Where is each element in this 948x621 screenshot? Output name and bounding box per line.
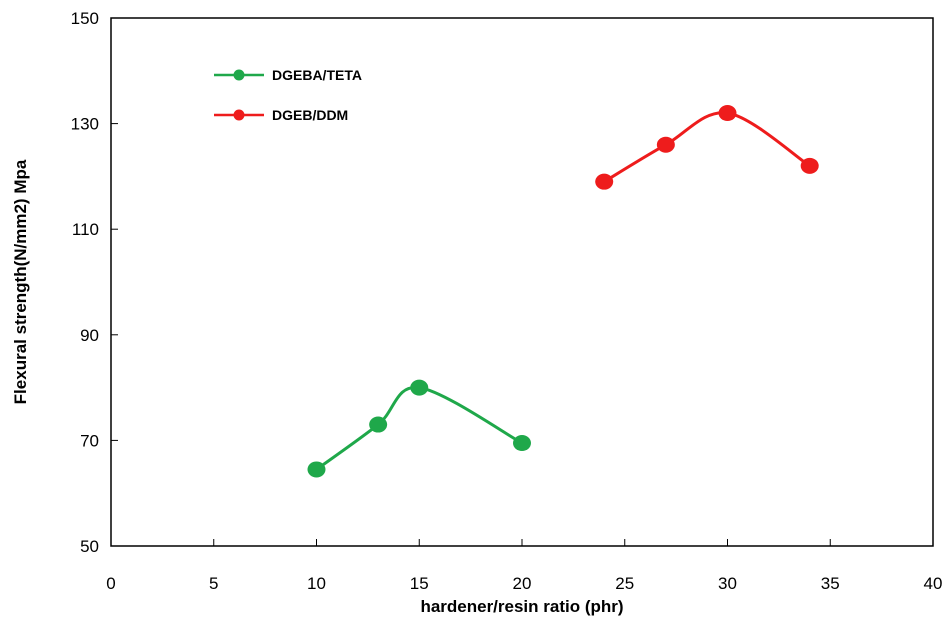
legend-label-0: DGEBA/TETA: [272, 67, 362, 83]
legend-label-1: DGEB/DDM: [272, 107, 348, 123]
x-tick-label: 15: [410, 574, 429, 593]
data-point-series-0-3: [513, 435, 531, 452]
y-tick-label: 130: [71, 115, 99, 134]
y-tick-label: 70: [80, 431, 99, 450]
x-tick-label: 25: [615, 574, 634, 593]
x-tick-label: 10: [307, 574, 326, 593]
data-point-series-0-2: [410, 379, 429, 396]
legend: DGEBA/TETA DGEB/DDM: [214, 67, 362, 123]
y-axis: 50 70 90 110 130 150: [71, 9, 118, 556]
y-tick-label: 110: [72, 220, 99, 239]
data-point-series-1-3: [800, 157, 819, 174]
legend-marker-0: [233, 69, 245, 81]
y-tick-label: 150: [71, 9, 99, 28]
x-tick-label: 40: [924, 574, 943, 593]
x-tick-label: 0: [106, 574, 115, 593]
series-layer: [307, 105, 819, 478]
data-point-series-1-2: [718, 105, 737, 122]
series-line-0: [315, 386, 523, 471]
x-tick-label: 5: [209, 574, 218, 593]
data-point-series-0-0: [307, 461, 326, 478]
x-axis: 0 5 10 15 20 25 30 35 40: [106, 539, 942, 593]
data-point-series-0-1: [369, 416, 388, 433]
y-tick-label: 90: [80, 326, 99, 345]
y-axis-title: Flexural strength(N/mm2) Mpa: [11, 159, 30, 404]
y-tick-label: 50: [80, 537, 99, 556]
data-point-series-1-0: [595, 173, 614, 190]
x-axis-title: hardener/resin ratio (phr): [420, 597, 623, 616]
legend-marker-1: [233, 109, 245, 121]
x-tick-label: 35: [821, 574, 840, 593]
x-tick-label: 20: [513, 574, 532, 593]
plot-area-frame: [110, 17, 934, 547]
series-line-1: [603, 111, 811, 183]
data-point-series-1-1: [656, 136, 675, 153]
x-tick-label: 30: [718, 574, 737, 593]
